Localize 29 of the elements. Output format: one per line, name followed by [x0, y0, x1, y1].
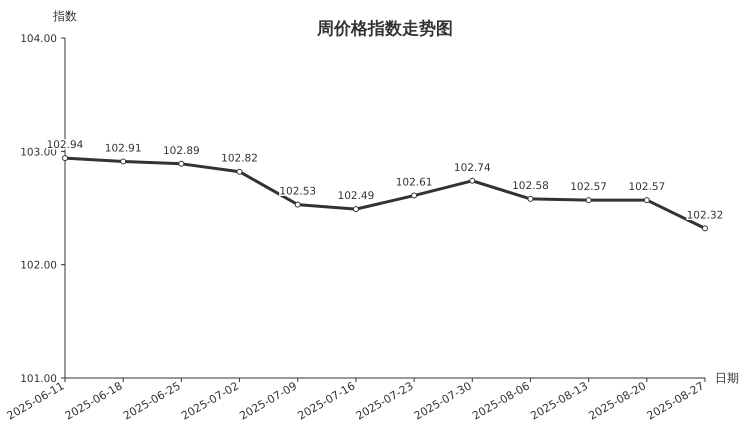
data-label: 102.82: [221, 152, 258, 165]
x-axis-title: 日期: [715, 371, 739, 385]
y-tick-label: 101.00: [20, 373, 57, 385]
point: [644, 197, 650, 204]
point: [294, 202, 301, 208]
point: [178, 160, 184, 167]
data-label: 102.74: [454, 162, 491, 174]
y-axis-title: 指数: [52, 9, 77, 23]
chart-title: 周价格指数走势图: [316, 19, 453, 39]
data-label: 102.53: [279, 186, 316, 198]
data-label: 102.57: [628, 181, 666, 194]
data-label: 102.91: [104, 142, 142, 155]
data-label: 102.61: [396, 176, 432, 189]
point: [236, 168, 243, 175]
data-label: 102.57: [570, 181, 608, 194]
y-tick-label: 104.00: [20, 33, 57, 45]
point: [586, 197, 592, 204]
point: [469, 178, 476, 184]
point: [527, 196, 534, 202]
point: [352, 206, 359, 212]
y-tick-label: 102.00: [20, 260, 57, 272]
point: [120, 158, 126, 165]
point: [62, 155, 68, 162]
data-label: 102.49: [338, 190, 374, 202]
data-label: 102.89: [162, 144, 200, 157]
data-label: 102.58: [512, 180, 549, 192]
point: [702, 225, 708, 232]
data-label: 102.32: [686, 209, 724, 222]
point: [411, 192, 418, 199]
